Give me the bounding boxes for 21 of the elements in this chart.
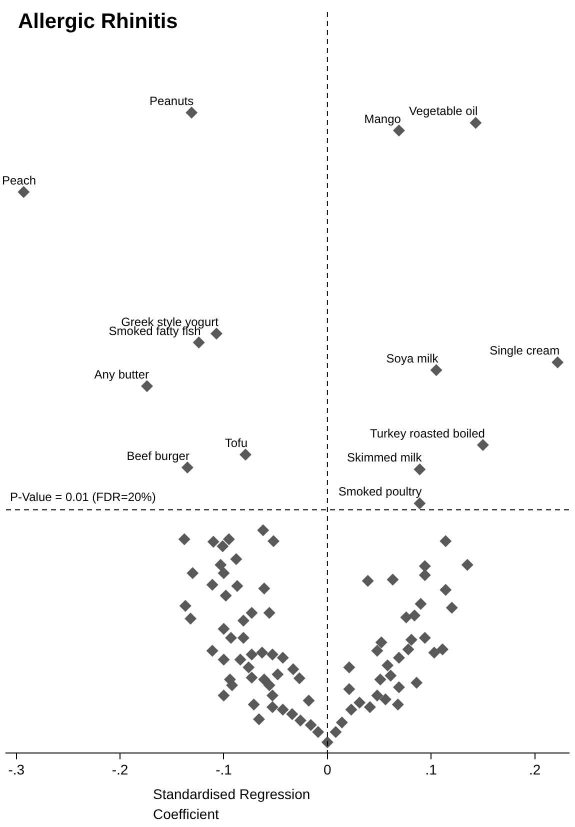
annotation: Smoked poultry bbox=[338, 484, 422, 499]
x-tick-label: -.2 bbox=[112, 761, 128, 778]
x-tick-label: .2 bbox=[528, 761, 541, 778]
annotation: Vegetable oil bbox=[408, 104, 478, 118]
annotation: Single cream bbox=[490, 344, 560, 358]
x-tick-label: -.1 bbox=[216, 761, 232, 778]
annotation: Peanuts bbox=[150, 94, 194, 108]
annotation: Skimmed milk bbox=[347, 450, 423, 465]
annotation: P-Value = 0.01 (FDR=20%) bbox=[10, 490, 156, 504]
annotation: Beef burger bbox=[126, 448, 190, 463]
annotation: Mango bbox=[364, 112, 402, 126]
x-tick-label: .1 bbox=[425, 761, 438, 778]
annotation: Soya milk bbox=[386, 351, 440, 366]
x-tick-label: -.3 bbox=[8, 761, 25, 778]
annotation: Any butter bbox=[94, 367, 150, 382]
chart-title: Allergic Rhinitis bbox=[18, 10, 178, 34]
annotation: Turkey roasted boiled bbox=[370, 426, 485, 440]
annotation: Peach bbox=[2, 173, 36, 188]
x-tick-label: 0 bbox=[324, 761, 332, 778]
x-axis-title: Standardised Regression Coefficient bbox=[153, 785, 312, 824]
annotation: Tofu bbox=[224, 436, 248, 450]
